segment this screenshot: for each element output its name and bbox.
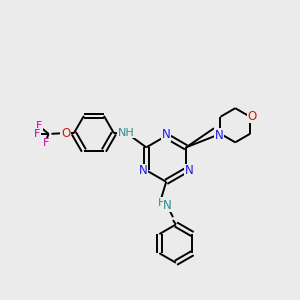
Text: H: H (158, 198, 166, 208)
Text: N: N (162, 128, 171, 141)
Text: N: N (139, 164, 148, 177)
Text: N: N (215, 129, 224, 142)
Text: F: F (34, 129, 41, 139)
Text: N: N (185, 164, 194, 177)
Text: N: N (163, 199, 172, 212)
Text: F: F (36, 121, 42, 130)
Text: O: O (61, 127, 70, 140)
Text: NH: NH (118, 128, 135, 138)
Text: O: O (247, 110, 256, 123)
Text: F: F (42, 138, 49, 148)
